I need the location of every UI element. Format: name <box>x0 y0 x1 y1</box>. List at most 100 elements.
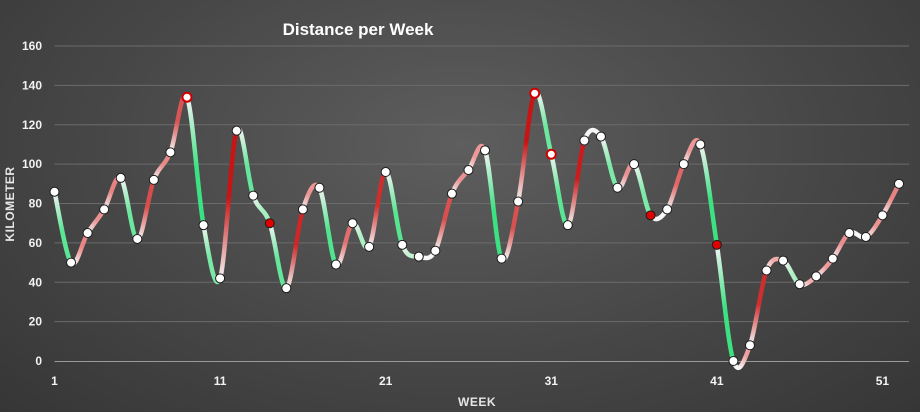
line-segment <box>135 177 157 242</box>
data-point <box>695 139 706 150</box>
x-axis-label: WEEK <box>458 395 496 409</box>
data-point <box>99 204 110 215</box>
data-point <box>645 210 656 221</box>
data-point <box>612 182 623 193</box>
chart-title: Distance per Week <box>283 20 434 39</box>
data-point <box>480 145 491 156</box>
line-segment <box>631 161 653 218</box>
y-tick-label: 60 <box>29 236 43 250</box>
line-segment <box>499 199 521 263</box>
data-point <box>794 279 805 290</box>
data-point <box>778 255 789 266</box>
data-point <box>595 131 606 142</box>
data-point <box>827 253 838 264</box>
data-point <box>761 265 772 276</box>
data-point <box>231 125 242 136</box>
line-segment <box>880 181 902 218</box>
x-tick-label: 1 <box>51 374 58 388</box>
data-point <box>132 233 143 244</box>
y-tick-label: 120 <box>22 118 42 132</box>
line-segment <box>317 185 339 267</box>
data-point <box>711 239 722 250</box>
gridlines <box>54 45 909 323</box>
data-point <box>248 190 259 201</box>
series-line <box>52 90 902 370</box>
data-point <box>877 210 888 221</box>
data-point <box>413 251 424 262</box>
data-point <box>728 356 739 366</box>
line-segment <box>598 134 620 190</box>
data-point <box>860 231 871 242</box>
data-point <box>49 186 60 197</box>
data-point <box>629 159 640 170</box>
x-tick-labels: 1 11 21 31 41 51 <box>51 374 889 388</box>
y-tick-label: 80 <box>29 197 43 211</box>
line-segment <box>714 242 736 364</box>
data-point <box>380 167 391 177</box>
data-point <box>430 245 441 256</box>
data-point <box>811 271 822 282</box>
line-segment <box>217 128 239 281</box>
line-segment <box>284 207 306 291</box>
line-segment <box>698 142 720 248</box>
data-point <box>181 91 193 103</box>
line-segment <box>549 152 571 228</box>
y-tick-label: 0 <box>35 354 42 368</box>
y-tick-label: 100 <box>22 157 42 171</box>
line-segment <box>433 191 455 253</box>
line-segment <box>201 222 223 284</box>
line-segment <box>482 148 504 261</box>
line-segment <box>515 91 537 204</box>
data-point <box>331 259 341 270</box>
data-point <box>364 241 375 252</box>
data-point <box>215 273 226 284</box>
line-segment <box>184 94 206 228</box>
data-point <box>513 196 524 207</box>
data-point <box>264 218 275 229</box>
x-tick-label: 41 <box>710 374 724 388</box>
data-point <box>446 188 457 199</box>
data-point <box>545 148 557 160</box>
data-point <box>894 178 904 189</box>
line-segment <box>234 126 256 198</box>
y-tick-label: 20 <box>29 315 43 329</box>
data-point <box>529 87 541 99</box>
y-tick-labels: 0 20 40 60 80 100 120 140 160 <box>22 39 42 368</box>
data-point <box>66 257 77 268</box>
x-tick-label: 11 <box>214 374 227 388</box>
data-point <box>463 165 474 176</box>
line-segment <box>664 161 686 212</box>
data-point <box>678 159 689 170</box>
data-points <box>49 87 904 366</box>
x-tick-label: 51 <box>876 374 890 388</box>
data-point <box>579 135 590 146</box>
data-point <box>662 204 673 215</box>
line-segment <box>52 189 74 265</box>
line-segment <box>383 169 405 248</box>
y-tick-label: 140 <box>22 78 42 92</box>
data-point <box>744 340 755 351</box>
y-tick-label: 160 <box>22 39 42 53</box>
y-axis-label: KILOMETER <box>3 166 17 241</box>
data-point <box>314 182 325 193</box>
data-point <box>115 172 126 183</box>
line-segment <box>168 93 190 155</box>
line-segment <box>118 175 140 242</box>
line-segment <box>565 138 587 228</box>
x-tick-label: 21 <box>379 374 393 388</box>
data-point <box>496 253 507 264</box>
x-tick-label: 31 <box>545 374 559 388</box>
line-segment <box>267 220 289 291</box>
data-point <box>281 283 292 294</box>
line-segment <box>747 268 769 348</box>
data-point <box>148 174 159 185</box>
line-segment <box>532 90 554 157</box>
data-point <box>397 239 408 250</box>
line-segment <box>366 169 388 250</box>
data-point <box>165 147 176 158</box>
data-point <box>562 220 573 231</box>
data-point <box>297 204 308 215</box>
data-point <box>82 228 93 239</box>
data-point <box>198 220 209 231</box>
